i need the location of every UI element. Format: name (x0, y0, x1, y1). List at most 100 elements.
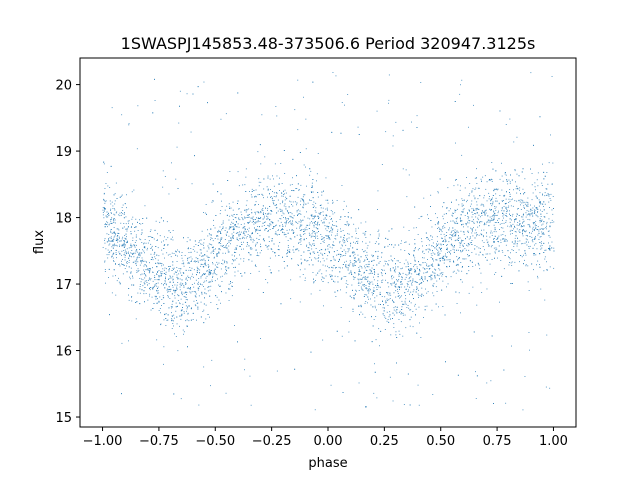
data-point (135, 302, 137, 303)
data-point (312, 264, 314, 266)
data-point (128, 257, 130, 259)
data-point (136, 249, 138, 251)
data-point (348, 216, 349, 218)
data-point (193, 246, 195, 248)
data-point (251, 196, 253, 198)
data-point (504, 238, 506, 240)
data-point (460, 84, 461, 86)
data-point (165, 313, 167, 315)
data-point (471, 261, 473, 263)
data-point (391, 276, 392, 278)
data-point (144, 301, 145, 303)
data-point (249, 220, 251, 222)
data-point (363, 276, 365, 278)
data-point (325, 177, 327, 179)
data-point (387, 263, 389, 265)
data-point (459, 244, 461, 246)
data-point (164, 176, 166, 177)
data-point (392, 135, 394, 137)
data-point (331, 218, 332, 220)
data-point (225, 272, 226, 274)
data-point (198, 242, 200, 243)
data-point (253, 221, 254, 222)
data-point (213, 225, 215, 226)
data-point (328, 236, 329, 238)
data-point (458, 204, 460, 206)
data-point (502, 215, 504, 217)
data-point (385, 263, 386, 265)
data-point (518, 230, 520, 232)
data-point (297, 222, 299, 224)
data-point (247, 222, 248, 224)
data-point (413, 264, 415, 266)
data-point (228, 203, 230, 205)
data-point (430, 253, 432, 255)
data-point (305, 166, 306, 168)
data-point (152, 287, 154, 289)
data-point (324, 253, 326, 254)
data-point (358, 273, 360, 275)
data-point (342, 239, 344, 240)
data-point (115, 250, 117, 251)
data-point (267, 175, 269, 177)
data-point (124, 249, 126, 251)
data-point (103, 199, 105, 201)
data-point (105, 183, 107, 184)
data-point (437, 240, 438, 242)
data-point (309, 257, 311, 258)
data-point (485, 223, 487, 225)
data-point (335, 221, 337, 223)
data-point (486, 181, 488, 183)
data-point (541, 182, 543, 184)
data-point (258, 212, 260, 214)
data-point (538, 232, 540, 234)
data-point (208, 274, 210, 276)
data-point (244, 216, 245, 218)
data-point (306, 211, 307, 213)
data-point (307, 202, 309, 204)
data-point (528, 246, 530, 247)
data-point (284, 203, 286, 205)
data-point (479, 225, 480, 227)
data-point (249, 236, 251, 238)
data-point (494, 238, 495, 239)
data-point (240, 258, 242, 260)
data-point (111, 255, 113, 257)
data-point (226, 262, 228, 264)
data-point (297, 264, 299, 266)
data-point (548, 230, 550, 232)
data-point (493, 241, 495, 242)
data-point (207, 102, 208, 104)
data-point (253, 223, 255, 225)
data-point (402, 303, 404, 305)
data-point (460, 243, 462, 244)
data-point (537, 208, 538, 210)
data-point (457, 239, 458, 241)
data-point (119, 196, 121, 198)
data-point (289, 195, 291, 197)
data-point (512, 213, 514, 215)
data-point (188, 287, 189, 289)
data-point (371, 267, 373, 269)
data-point (249, 235, 251, 236)
data-point (398, 272, 400, 274)
data-point (111, 232, 113, 234)
data-point (387, 293, 389, 295)
data-point (345, 224, 347, 226)
data-point (497, 237, 499, 239)
data-point (238, 234, 240, 236)
data-point (139, 288, 141, 290)
data-point (365, 255, 366, 257)
data-point (466, 201, 467, 203)
data-point (140, 239, 142, 241)
data-point (319, 213, 321, 215)
data-point (458, 258, 460, 260)
data-point (550, 199, 552, 201)
data-point (453, 246, 455, 248)
data-point (353, 260, 355, 261)
data-point (418, 404, 420, 406)
data-point (326, 258, 328, 260)
data-point (132, 237, 134, 239)
data-point (223, 246, 225, 248)
data-point (549, 226, 551, 228)
